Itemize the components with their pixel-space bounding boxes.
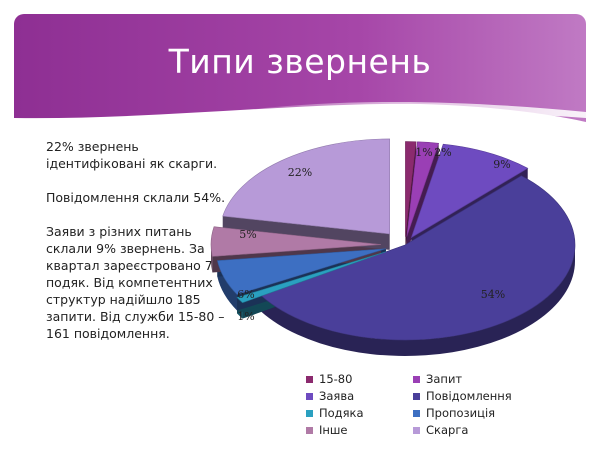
slice-label-7: 22%	[288, 166, 312, 179]
legend-label-1: Запит	[426, 372, 462, 386]
slice-label-4: 1%	[237, 310, 254, 323]
legend-label-0: 15-80	[319, 372, 352, 386]
pie-slice-2	[410, 143, 529, 239]
legend-swatch-4	[306, 410, 313, 417]
legend-item-7: Скарга	[413, 423, 468, 437]
legend-swatch-3	[413, 393, 420, 400]
legend-label-2: Заява	[319, 389, 354, 403]
legend-item-3: Повідомлення	[413, 389, 512, 403]
legend-label-7: Скарга	[426, 423, 468, 437]
pie-side-5	[217, 260, 238, 311]
pie-slice-3	[260, 175, 576, 341]
legend-item-2: Заява	[306, 389, 354, 403]
pie-slice-0	[405, 141, 417, 237]
slice-label-1: 2%	[434, 146, 451, 159]
pie-slice-5	[216, 248, 387, 295]
body-paragraph-complaints: 22% звернень ідентифіковані як скарги.	[46, 139, 218, 171]
pie-side-3	[261, 245, 575, 357]
slice-label-3: 54%	[481, 288, 505, 301]
pie-slice-6	[210, 226, 382, 257]
legend-swatch-1	[413, 376, 420, 383]
legend-label-5: Пропозиція	[426, 406, 495, 420]
slide-title: Типи звернень	[168, 42, 432, 81]
legend-item-0: 15-80	[306, 372, 352, 386]
pie-slice-1	[406, 141, 440, 237]
pie-slice-tops	[210, 138, 576, 341]
pie-wall-1-1	[406, 143, 439, 253]
legend-swatch-6	[306, 427, 313, 434]
slide-body-text: 22% звернень ідентифіковані як скарги. П…	[46, 138, 236, 359]
legend-label-6: Інше	[319, 423, 348, 437]
body-paragraph-messages: Повідомлення склали 54%.	[46, 190, 226, 205]
legend-label-4: Подяка	[319, 406, 364, 420]
body-paragraph-statements: Заяви з різних питань склали 9% звернень…	[46, 224, 225, 341]
legend-swatch-2	[306, 393, 313, 400]
chart-legend: 15-80 Запит Заява Повідомлення Подяка Пропози…	[306, 372, 512, 437]
pie-slice-4	[236, 251, 387, 303]
pie-slice-7	[222, 138, 391, 235]
slice-label-0: 1%	[415, 146, 432, 159]
legend-label-3: Повідомлення	[426, 389, 512, 403]
legend-item-6: Інше	[306, 423, 348, 437]
legend-item-5: Пропозиція	[413, 406, 495, 420]
slice-label-2: 9%	[493, 158, 510, 171]
slice-label-6: 5%	[239, 228, 256, 241]
legend-item-1: Запит	[413, 372, 462, 386]
pie-labels: 1% 2%9%54%1%6%5%22%	[237, 146, 510, 323]
slice-label-5: 6%	[237, 288, 254, 301]
legend-item-4: Подяка	[306, 406, 364, 420]
legend-swatch-5	[413, 410, 420, 417]
legend-swatch-0	[306, 376, 313, 383]
legend-swatch-7	[413, 427, 420, 434]
